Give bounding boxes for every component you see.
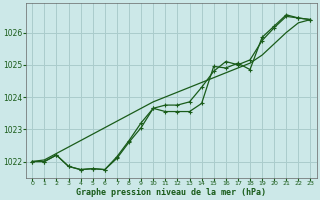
X-axis label: Graphe pression niveau de la mer (hPa): Graphe pression niveau de la mer (hPa) — [76, 188, 266, 197]
